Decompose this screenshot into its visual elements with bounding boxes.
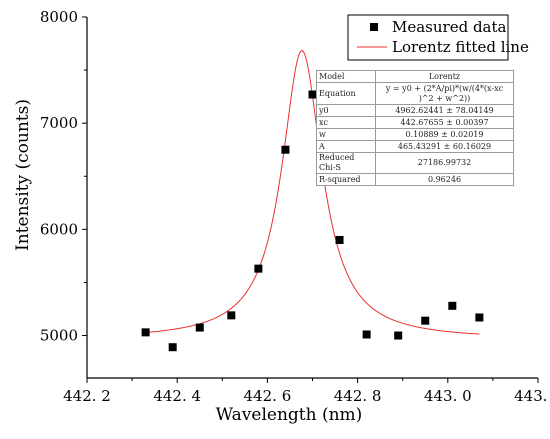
data-point xyxy=(448,301,457,310)
fit-label: Reduced Chi-S xyxy=(316,152,376,174)
fit-value: 465.43291 ± 60.16029 xyxy=(375,140,514,153)
fit-label: w xyxy=(316,128,376,141)
data-point xyxy=(254,264,263,273)
legend-label-fit: Lorentz fitted line xyxy=(392,38,529,56)
data-point xyxy=(168,343,177,352)
x-axis-title: Wavelength (nm) xyxy=(216,405,363,425)
legend-marker-measured xyxy=(370,23,378,31)
fit-row-xc: xc 442.67655 ± 0.00397 xyxy=(316,116,514,129)
fit-row-y0: y0 4962.62441 ± 78.04149 xyxy=(316,104,514,117)
fit-row-r2: R-squared 0.96246 xyxy=(316,173,514,186)
x-tick-label: 442. 4 xyxy=(153,387,201,405)
x-tick-label: 443. 2 xyxy=(514,387,550,405)
fit-value: Lorentz xyxy=(375,70,514,83)
data-point xyxy=(281,145,290,154)
fit-value: 27186.99732 xyxy=(375,152,514,174)
data-point xyxy=(362,330,371,339)
data-point xyxy=(195,323,204,332)
x-tick-label: 442. 8 xyxy=(334,387,382,405)
fit-label: Model xyxy=(316,70,376,83)
fit-value: 4962.62441 ± 78.04149 xyxy=(375,104,514,117)
y-tick-label: 7000 xyxy=(40,114,78,132)
y-tick-label: 6000 xyxy=(40,220,78,238)
fit-label: xc xyxy=(316,116,376,129)
data-point xyxy=(475,313,484,322)
x-tick-label: 443. 0 xyxy=(424,387,472,405)
x-tick-label: 442. 2 xyxy=(63,387,111,405)
x-tick-label: 442. 6 xyxy=(244,387,292,405)
fit-row-a: A 465.43291 ± 60.16029 xyxy=(316,140,514,153)
data-point xyxy=(421,316,430,325)
fit-row-w: w 0.10889 ± 0.02019 xyxy=(316,128,514,141)
data-point xyxy=(335,235,344,244)
fit-row-equation: Equation y = y0 + (2*A/pi)*(w/(4*(x-xc )^… xyxy=(316,82,514,105)
data-point xyxy=(227,311,236,320)
legend: Measured data Lorentz fitted line xyxy=(347,14,529,61)
y-tick-label: 5000 xyxy=(40,327,78,345)
fit-results-table: Model Lorentz Equation y = y0 + (2*A/pi)*(… xyxy=(316,70,514,186)
data-point xyxy=(141,328,150,337)
data-point xyxy=(308,90,317,99)
fit-label: A xyxy=(316,140,376,153)
legend-box xyxy=(347,14,509,61)
fit-label: y0 xyxy=(316,104,376,117)
data-point xyxy=(394,331,403,340)
fit-value: y = y0 + (2*A/pi)*(w/(4*(x-xc )^2 + w^2)… xyxy=(375,82,514,105)
fit-label: R-squared xyxy=(316,173,376,186)
legend-label-measured: Measured data xyxy=(392,18,507,36)
fit-value: 0.10889 ± 0.02019 xyxy=(375,128,514,141)
fit-label: Equation xyxy=(316,82,376,105)
y-axis-title: Intensity (counts) xyxy=(13,99,33,251)
fit-row-chi: Reduced Chi-S 27186.99732 xyxy=(316,152,514,174)
fit-value: 0.96246 xyxy=(375,173,514,186)
fit-value: 442.67655 ± 0.00397 xyxy=(375,116,514,129)
y-tick-label: 8000 xyxy=(40,8,78,26)
fit-row-model: Model Lorentz xyxy=(316,70,514,83)
